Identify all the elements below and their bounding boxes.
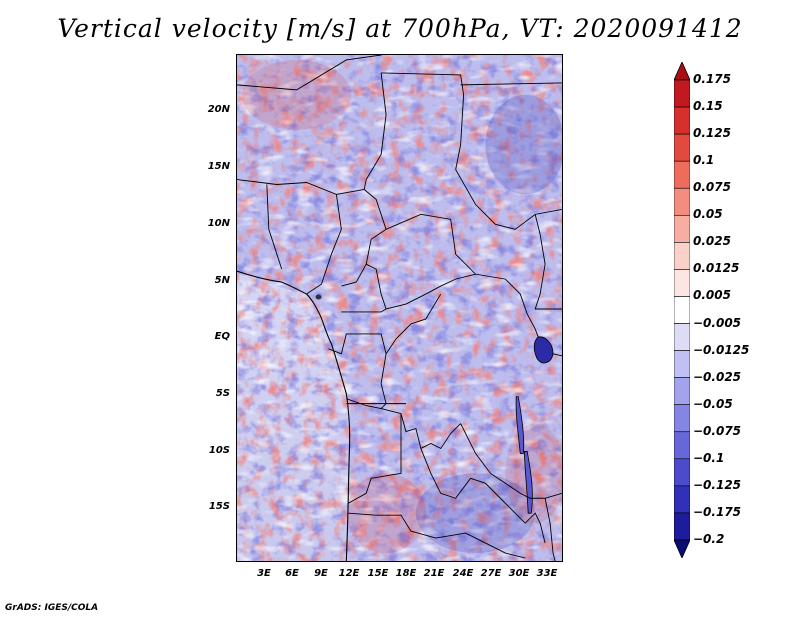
colorbar-level-label: 0.0125 (693, 261, 740, 276)
lon-label-18e: 18E (395, 568, 417, 579)
lon-label-3e: 3E (257, 568, 271, 579)
colorbar-segment (674, 512, 690, 541)
colorbar-segment (674, 133, 690, 162)
lat-label-10n: 10N (207, 218, 230, 229)
colorbar-segment (674, 269, 690, 297)
colorbar-level-label: 0.005 (693, 288, 731, 303)
lat-label-20n: 20N (207, 104, 230, 115)
lon-label-9e: 9E (314, 568, 328, 579)
lat-label-15n: 15N (207, 161, 230, 172)
colorbar-level-label: −0.175 (693, 504, 742, 519)
lon-label-27e: 27E (480, 568, 502, 579)
colorbar-level-label: −0.125 (693, 477, 742, 492)
colorbar-level-label: −0.1 (693, 450, 725, 465)
colorbar-segment (674, 458, 690, 487)
colorbar-segment (674, 323, 690, 351)
lon-label-6e: 6E (285, 568, 299, 579)
colorbar-segment (674, 187, 690, 216)
colorbar-level-label: −0.005 (693, 315, 742, 330)
lat-label-5s: 5S (215, 388, 230, 399)
page-title: Vertical velocity [m/s] at 700hPa, VT: 2… (57, 14, 743, 43)
lon-label-21e: 21E (423, 568, 445, 579)
colorbar-bottom-arrow (674, 539, 690, 558)
colorbar-segment (674, 160, 690, 189)
colorbar-level-label: 0.05 (693, 207, 723, 222)
colorbar-segment (674, 106, 690, 135)
colorbar-segment (674, 350, 690, 378)
lon-label-33e: 33E (536, 568, 558, 579)
colorbar-segment (674, 431, 690, 460)
lon-label-12e: 12E (338, 568, 360, 579)
colorbar-segment (674, 79, 690, 108)
lat-label-15s: 15S (208, 501, 230, 512)
map-panel (236, 54, 563, 562)
lat-label-5n: 5N (214, 275, 230, 286)
vertical-velocity-field (237, 55, 562, 561)
colorbar-level-label: 0.15 (693, 99, 723, 114)
colorbar-segment (674, 485, 690, 514)
colorbar-level-label: 0.075 (693, 180, 731, 195)
lat-label-10s: 10S (208, 445, 230, 456)
colorbar-level-label: 0.1 (693, 153, 715, 168)
colorbar-level-label: −0.0125 (693, 342, 750, 357)
lon-label-24e: 24E (452, 568, 474, 579)
colorbar-level-label: −0.025 (693, 369, 742, 384)
colorbar-level-label: −0.2 (693, 532, 725, 546)
colorbar-top-arrow (674, 62, 690, 81)
lat-label-eq: EQ (214, 331, 230, 342)
colorbar-segment (674, 214, 690, 243)
colorbar-level-label: −0.075 (693, 423, 742, 438)
colorbar-level-label: 0.125 (693, 126, 731, 141)
colorbar-segment (674, 242, 690, 270)
colorbar-segment (674, 377, 690, 406)
colorbar-level-label: −0.05 (693, 396, 733, 411)
grads-credit: GrADS: IGES/COLA (5, 603, 99, 613)
colorbar-segment (674, 404, 690, 433)
colorbar (674, 62, 690, 558)
colorbar-level-label: 0.175 (693, 72, 731, 86)
colorbar-segment (674, 296, 690, 324)
colorbar-level-label: 0.025 (693, 234, 731, 249)
lon-label-15e: 15E (367, 568, 389, 579)
lon-label-30e: 30E (508, 568, 530, 579)
